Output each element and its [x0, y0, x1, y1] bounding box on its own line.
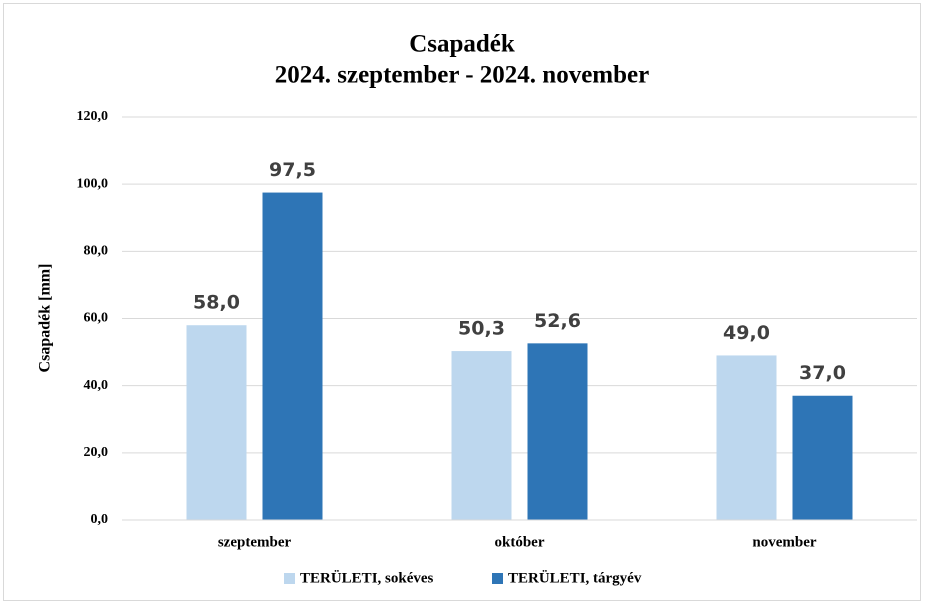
y-tick-label: 120,0	[77, 109, 109, 124]
y-tick-label: 60,0	[84, 311, 109, 326]
y-tick-label: 100,0	[77, 176, 109, 191]
x-tick-label: szeptember	[218, 534, 292, 550]
x-tick-label: október	[495, 534, 545, 550]
bar	[186, 325, 247, 520]
bar	[262, 192, 323, 520]
legend-label: TERÜLETI, sokéves	[300, 569, 434, 586]
y-tick-label: 20,0	[84, 445, 109, 460]
data-label: 37,0	[799, 362, 846, 384]
legend-swatch	[284, 573, 295, 584]
data-label: 58,0	[193, 292, 240, 314]
y-axis-title: Csapadék [mm]	[37, 264, 54, 373]
data-label: 52,6	[534, 310, 581, 332]
y-tick-label: 80,0	[84, 244, 109, 259]
chart-subtitle: 2024. szeptember - 2024. november	[275, 62, 649, 89]
bar	[792, 395, 853, 520]
data-label: 50,3	[458, 318, 505, 340]
data-label: 97,5	[269, 159, 316, 181]
bar	[451, 351, 512, 520]
x-tick-label: november	[752, 534, 816, 550]
y-tick-label: 40,0	[84, 378, 109, 393]
y-tick-label: 0,0	[91, 512, 109, 527]
data-label: 49,0	[723, 322, 770, 344]
chart-title: Csapadék	[409, 31, 515, 58]
legend-label: TERÜLETI, tárgyév	[508, 569, 642, 586]
legend-swatch	[492, 573, 503, 584]
bar	[527, 343, 588, 520]
bar	[716, 355, 777, 520]
